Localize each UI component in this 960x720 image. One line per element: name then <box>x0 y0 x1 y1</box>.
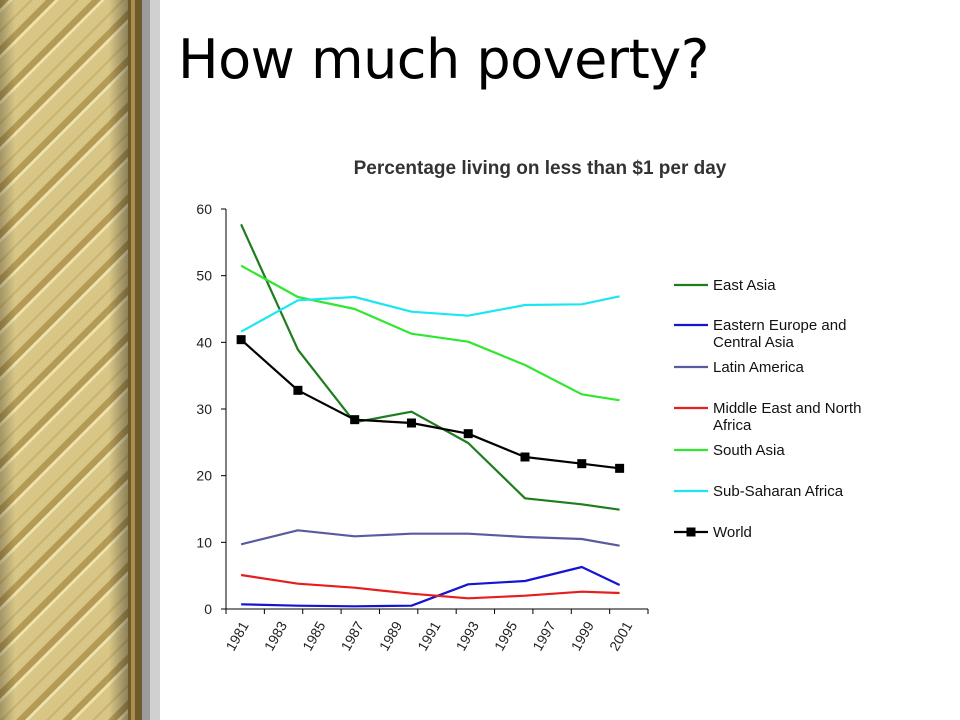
legend-item-sub-saharan-africa: Sub-Saharan Africa <box>674 483 844 500</box>
legend-label: Sub-Saharan Africa <box>713 483 844 500</box>
data-point-world <box>406 418 416 428</box>
legend-label: World <box>713 524 752 541</box>
y-tick-label: 10 <box>196 534 212 550</box>
data-point-world <box>615 463 625 473</box>
series-line-south-asia <box>240 264 620 402</box>
y-tick-label: 40 <box>196 334 212 350</box>
legend-item-south-asia: South Asia <box>674 442 785 459</box>
legend-marker <box>686 527 696 537</box>
chart-title: Percentage living on less than $1 per da… <box>354 158 727 179</box>
y-tick-label: 30 <box>196 401 212 417</box>
x-tick-label: 2001 <box>606 618 636 653</box>
legend-label: Africa <box>713 417 752 434</box>
decorative-side-band <box>0 0 160 720</box>
x-tick-label: 1985 <box>299 618 329 653</box>
chart-axes: 0 10 20 30 40 50 60 1981 1983 1985 1987 1989 1991 199… <box>196 201 649 653</box>
x-tick-label: 1991 <box>414 618 444 653</box>
series-line-middle-east-and-north-africa <box>240 573 620 600</box>
series-line-sub-saharan-africa <box>240 295 620 333</box>
series-line-east-asia <box>240 223 620 511</box>
x-tick-label: 1981 <box>222 618 252 653</box>
legend-label: South Asia <box>713 442 785 459</box>
legend-item-latin-america: Latin America <box>674 359 805 376</box>
legend-label: Central Asia <box>713 334 795 351</box>
data-point-world <box>577 459 587 469</box>
x-tick-label: 1993 <box>453 618 483 653</box>
x-tick-label: 1989 <box>376 618 406 653</box>
y-tick-label: 20 <box>196 468 212 484</box>
data-point-world <box>350 415 360 425</box>
x-tick-label: 1987 <box>337 618 367 653</box>
series-line-latin-america <box>240 529 620 547</box>
x-tick-label: 1995 <box>491 618 521 653</box>
legend-item-east-asia: East Asia <box>674 277 776 294</box>
data-point-world <box>463 429 473 439</box>
x-tick-label: 1999 <box>568 618 598 653</box>
legend-label: East Asia <box>713 277 776 294</box>
legend-item-world: World <box>674 524 752 541</box>
legend-label: Latin America <box>713 359 805 376</box>
data-point-world <box>293 385 303 395</box>
chart-series <box>236 223 625 608</box>
y-tick-label: 50 <box>196 268 212 284</box>
data-point-world <box>236 335 246 345</box>
y-tick-label: 60 <box>196 201 212 217</box>
legend-label: Eastern Europe and <box>713 317 846 334</box>
series-line-eastern-europe-and-central-asia <box>241 565 621 608</box>
y-tick-label: 0 <box>204 601 212 617</box>
legend-label: Middle East and North <box>713 400 861 417</box>
data-point-world <box>520 452 530 462</box>
series-line-world <box>240 338 620 470</box>
slide-title: How much poverty? <box>178 28 709 91</box>
x-tick-label: 1983 <box>261 618 291 653</box>
x-tick-label: 1997 <box>529 618 559 653</box>
